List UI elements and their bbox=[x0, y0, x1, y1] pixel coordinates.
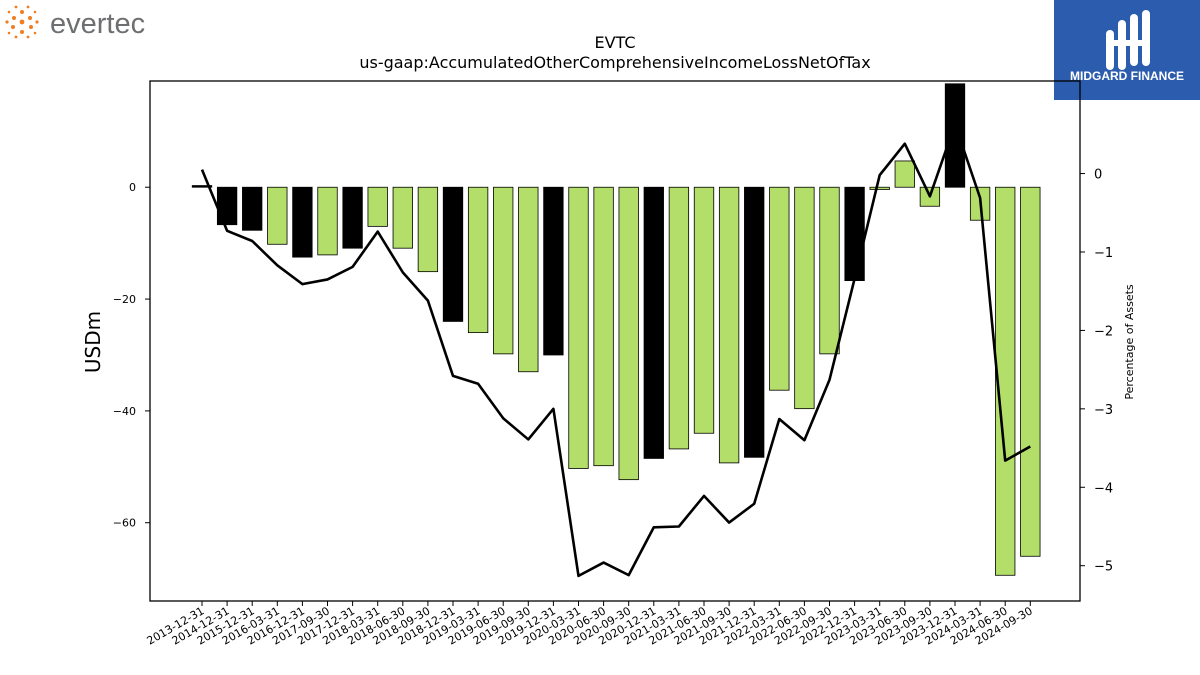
bar-2022-06-30 bbox=[794, 186, 815, 410]
bar-2020-09-30 bbox=[618, 186, 639, 481]
bar-2013-12-31 bbox=[191, 185, 213, 188]
plot-area: 0−20−40−600−1−2−3−4−52013-12-312014-12-3… bbox=[113, 80, 1113, 648]
y2-tick-label: 0 bbox=[1094, 168, 1102, 183]
bar-2018-06-30 bbox=[392, 186, 413, 249]
y-tick-label: −40 bbox=[113, 405, 136, 418]
y-tick-label: −60 bbox=[113, 517, 136, 530]
bar-2021-09-30 bbox=[718, 186, 740, 464]
bar-2019-09-30 bbox=[518, 186, 539, 373]
bar-2022-12-31 bbox=[844, 186, 865, 282]
evertec-logo-mark bbox=[5, 5, 39, 39]
y2-tick-label: −5 bbox=[1094, 560, 1113, 575]
bar-2016-12-31 bbox=[292, 186, 313, 258]
bar-2017-12-31 bbox=[342, 186, 363, 249]
bar-2019-12-31 bbox=[543, 186, 564, 356]
pct-of-assets-line bbox=[200, 122, 1031, 578]
y2-tick-label: −2 bbox=[1094, 324, 1113, 339]
bar-2021-06-30 bbox=[693, 186, 715, 434]
evertec-logo-text: evertec bbox=[50, 8, 145, 40]
bar-2019-03-31 bbox=[467, 186, 489, 334]
bar-2022-09-30 bbox=[819, 186, 840, 355]
y-tick-label: −20 bbox=[113, 293, 136, 306]
y-axis-label: USDm bbox=[81, 311, 105, 373]
bar-2014-12-31 bbox=[216, 186, 238, 226]
bar-2021-03-31 bbox=[668, 186, 690, 450]
y2-tick-label: −3 bbox=[1094, 403, 1113, 418]
chart-subtitle: us-gaap:AccumulatedOtherComprehensiveInc… bbox=[359, 53, 870, 72]
bar-2023-12-31 bbox=[944, 83, 966, 188]
bar-2024-09-30 bbox=[1020, 186, 1041, 557]
midgard-finance-logo: MIDGARD FINANCE bbox=[1054, 0, 1200, 100]
bar-2024-06-30 bbox=[995, 186, 1016, 576]
midgard-logo-mark bbox=[1106, 10, 1150, 70]
bar-2023-06-30 bbox=[894, 160, 915, 188]
bar-2019-06-30 bbox=[493, 186, 514, 355]
bar-2022-03-31 bbox=[769, 186, 790, 391]
evertec-logo: evertec bbox=[5, 5, 145, 40]
y-tick-label: 0 bbox=[129, 181, 136, 194]
bar-2018-09-30 bbox=[417, 186, 439, 273]
bar-2018-03-31 bbox=[367, 186, 388, 227]
bar-2020-06-30 bbox=[593, 186, 614, 467]
chart-title: EVTC bbox=[594, 33, 635, 52]
bar-2017-09-30 bbox=[317, 186, 338, 256]
bar-2018-12-31 bbox=[442, 186, 464, 322]
y2-tick-label: −1 bbox=[1094, 246, 1113, 261]
y2-tick-label: −4 bbox=[1094, 481, 1113, 496]
bar-2023-03-31 bbox=[869, 186, 890, 190]
bar-2021-12-31 bbox=[744, 186, 765, 458]
y2-axis-label: Percentage of Assets bbox=[1123, 284, 1136, 400]
bar-2015-12-31 bbox=[242, 186, 263, 231]
midgard-logo-text: MIDGARD FINANCE bbox=[1070, 69, 1184, 83]
bar-2020-12-31 bbox=[643, 186, 664, 459]
bar-2016-03-31 bbox=[267, 186, 288, 245]
plot-frame bbox=[149, 80, 1081, 602]
bar-2020-03-31 bbox=[568, 186, 589, 469]
